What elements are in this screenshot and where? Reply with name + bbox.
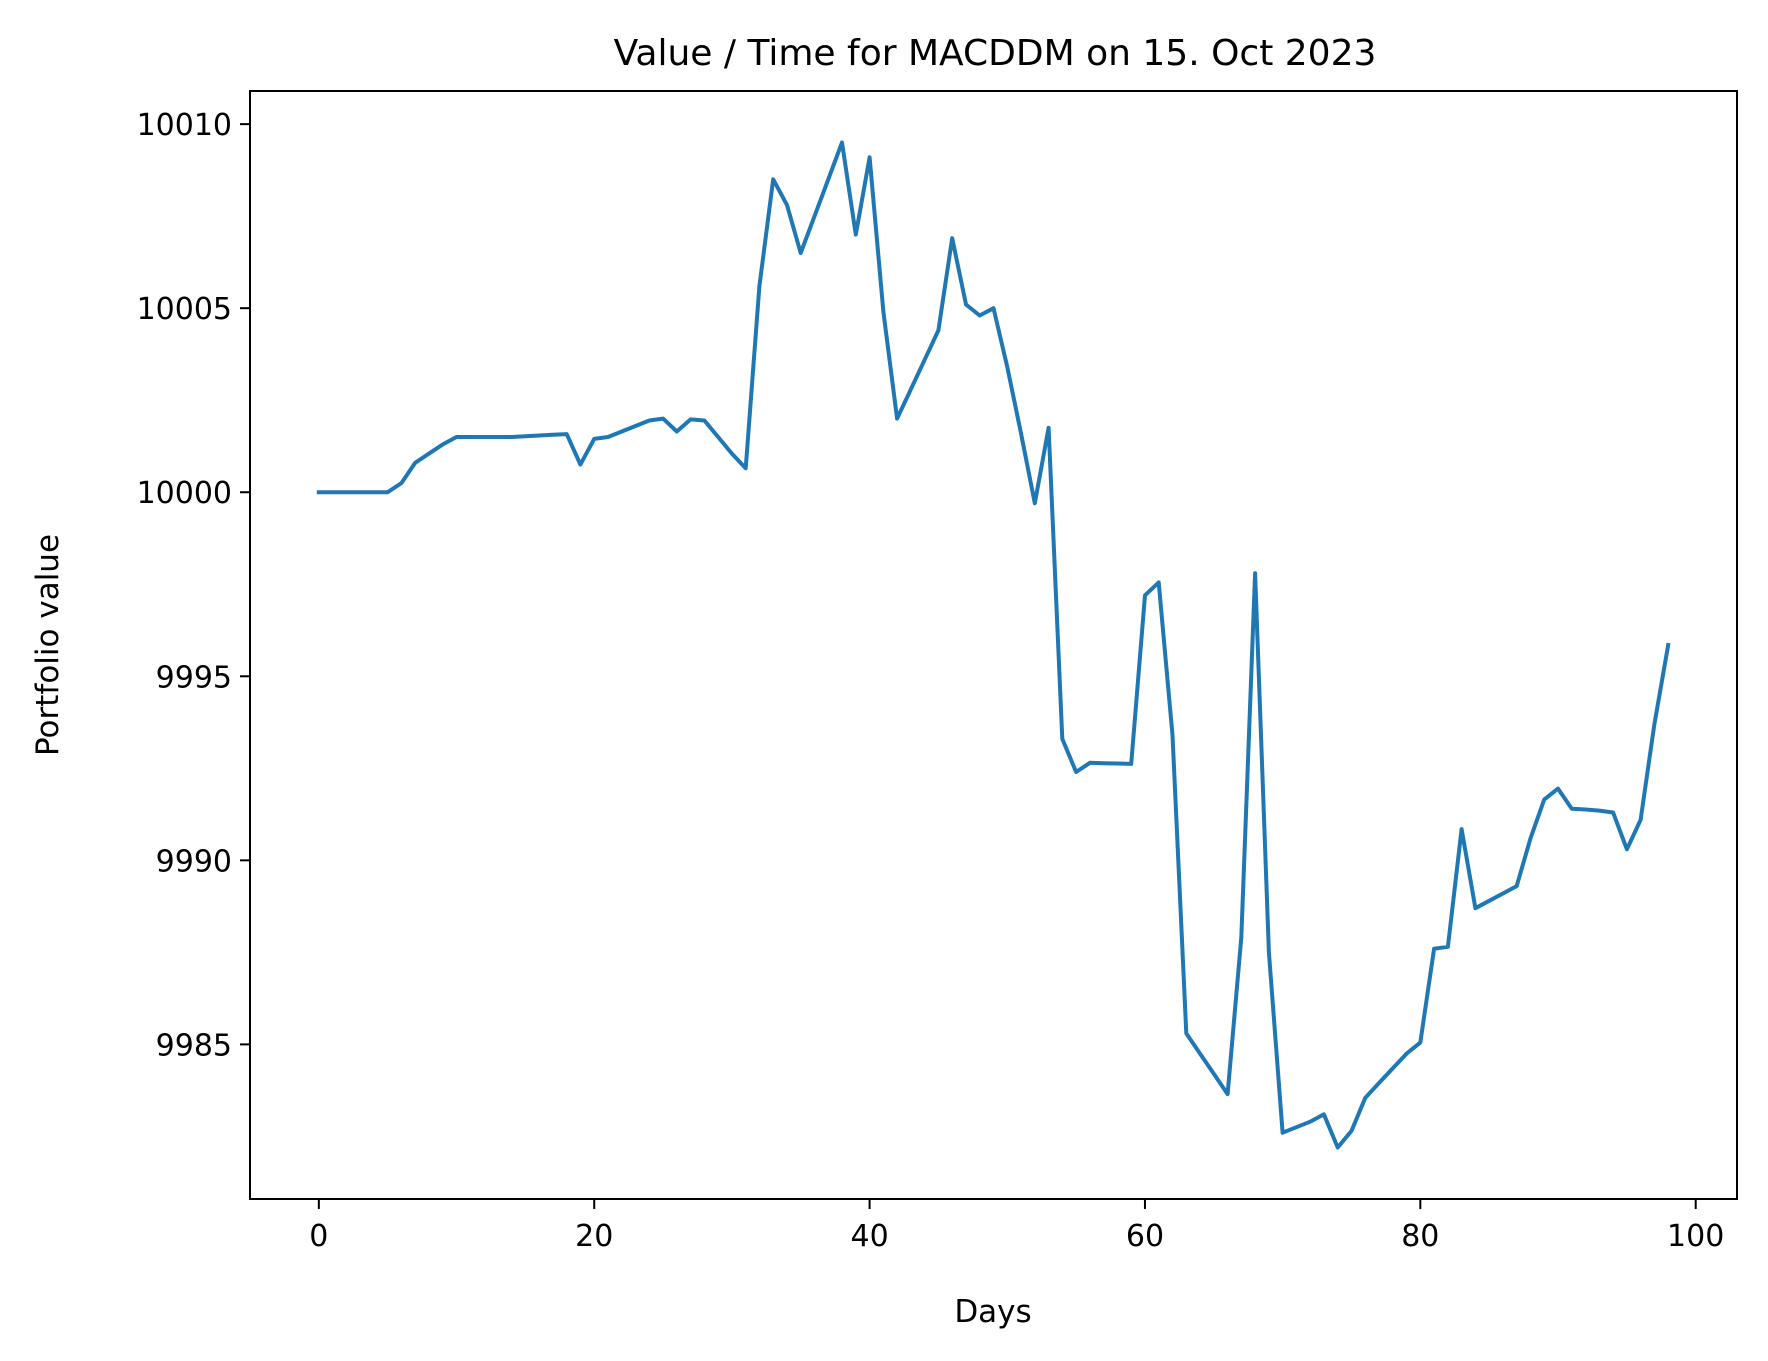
y-tick-label: 9995 <box>156 660 232 695</box>
y-tick-label: 10010 <box>137 108 232 143</box>
x-tick-label: 20 <box>575 1219 613 1254</box>
x-axis-label: Days <box>954 1294 1031 1330</box>
series-layer <box>316 140 1671 1150</box>
x-tick-label: 0 <box>309 1219 328 1254</box>
chart-title: Value / Time for MACDDM on 15. Oct 2023 <box>614 33 1377 74</box>
x-tick-label: 40 <box>850 1219 888 1254</box>
x-tick-label: 60 <box>1126 1219 1164 1254</box>
y-tick-label: 9985 <box>156 1028 232 1063</box>
x-tick-label: 100 <box>1667 1219 1724 1254</box>
plot-frame <box>249 90 1738 1200</box>
y-tick-label: 10000 <box>137 476 232 511</box>
x-tick-label: 80 <box>1401 1219 1439 1254</box>
x-axis: 0 20 40 60 80 100 <box>309 1199 1724 1254</box>
y-tick-label: 10005 <box>137 292 232 327</box>
y-axis: 9985 9990 9995 10000 10005 10010 <box>137 108 250 1063</box>
y-axis-label: Portfolio value <box>30 534 66 756</box>
y-tick-label: 9990 <box>156 844 232 879</box>
series-line <box>316 140 1671 1150</box>
